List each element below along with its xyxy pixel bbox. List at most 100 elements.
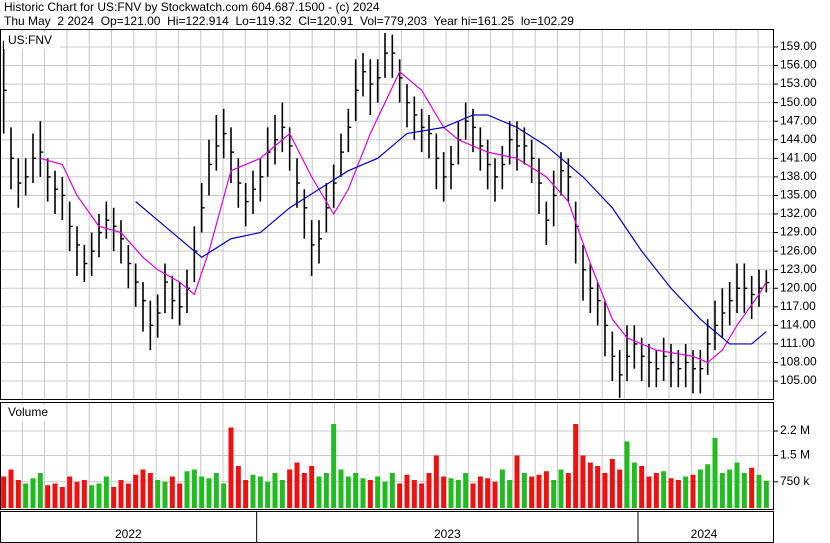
volume-bar (15, 480, 21, 508)
symbol-label: US:FNV (8, 33, 52, 47)
volume-bar (67, 476, 73, 508)
volume-bar (690, 474, 696, 508)
volume-bar (111, 487, 117, 508)
volume-bar (23, 483, 29, 508)
plot (1, 33, 770, 508)
volume-bar (463, 473, 469, 508)
volume-bar (235, 466, 241, 508)
volume-bar (375, 476, 381, 508)
y2-tick-label: 1.5 M (780, 448, 810, 462)
volume-bar (697, 469, 703, 508)
volume-bar (96, 483, 102, 508)
y-tick-label: 156.00 (780, 58, 817, 72)
volume-bar (558, 469, 564, 508)
volume-bar (162, 481, 168, 508)
volume-bar (45, 485, 51, 508)
chart-title: Historic Chart for US:FNV by Stockwatch.… (4, 0, 380, 14)
y-tick-label: 141.00 (780, 150, 817, 164)
volume-bar (103, 476, 109, 508)
y-tick-label: 135.00 (780, 188, 817, 202)
volume-bar (81, 480, 87, 508)
volume-bar (1, 476, 7, 508)
moving-average (135, 114, 767, 345)
volume-bar (301, 473, 307, 508)
volume-bar (411, 480, 417, 508)
y-tick-label: 111.00 (780, 336, 815, 350)
volume-bar (705, 464, 711, 508)
volume-bar (345, 476, 351, 508)
volume-bar (147, 473, 153, 508)
volume-bar (448, 478, 454, 508)
y-tick-label: 150.00 (780, 95, 817, 109)
label-bg (4, 405, 60, 421)
volume-bar (125, 483, 131, 508)
volume-bar (118, 480, 124, 508)
volume-bar (683, 476, 689, 508)
y-tick-label: 123.00 (780, 262, 817, 276)
volume-bar (272, 473, 278, 508)
volume-bar (455, 480, 461, 508)
volume-bar (257, 476, 263, 508)
volume-bar (360, 478, 366, 508)
y-tick-label: 120.00 (780, 280, 817, 294)
volume-bar (507, 480, 513, 508)
volume-bar (279, 480, 285, 508)
volume-bar (382, 481, 388, 508)
volume-bar (199, 476, 205, 508)
volume-bar (316, 476, 322, 508)
volume-bar (294, 462, 300, 508)
volume-bar (624, 441, 630, 508)
volume-bar (631, 462, 637, 508)
volume-bar (536, 474, 542, 508)
volume-bar (668, 478, 674, 508)
volume-bar (140, 469, 146, 508)
volume-bar (177, 483, 183, 508)
volume-bar (250, 474, 256, 508)
volume-bar (30, 478, 36, 508)
volume-bar (485, 478, 491, 508)
volume-bar (89, 485, 95, 508)
volume-bar (595, 466, 601, 508)
volume-bar (367, 480, 373, 508)
x-tick-label: 2023 (434, 527, 461, 541)
volume-bar (521, 473, 527, 508)
volume-bar (397, 483, 403, 508)
volume-bar (499, 469, 505, 508)
volume-bar (675, 480, 681, 508)
volume-label: Volume (8, 405, 48, 419)
y-tick-label: 108.00 (780, 355, 817, 369)
chart-subtitle: Thu May 2 2024 Op=121.00 Hi=122.914 Lo=1… (4, 14, 574, 28)
volume-bar (749, 467, 755, 508)
volume-bar (331, 424, 337, 508)
volume-bar (404, 474, 410, 508)
volume-bar (741, 473, 747, 508)
x-tick-label: 2022 (115, 527, 142, 541)
volume-bar (661, 471, 667, 508)
volume-bar (477, 476, 483, 508)
volume-bar (213, 473, 219, 508)
volume-bar (323, 473, 329, 508)
y-tick-label: 153.00 (780, 76, 817, 90)
y-tick-label: 129.00 (780, 225, 817, 239)
volume-bar (426, 473, 432, 508)
volume-bar (727, 469, 733, 508)
volume-bar (265, 481, 271, 508)
y2-tick-label: 750 k (780, 474, 810, 488)
volume-bar (191, 469, 197, 508)
volume-bar (602, 473, 608, 508)
volume-bar (338, 469, 344, 508)
volume-bar (587, 462, 593, 508)
y-tick-label: 159.00 (780, 39, 817, 53)
y-tick-label: 132.00 (780, 206, 817, 220)
volume-frame (0, 402, 774, 510)
y-tick-label: 114.00 (780, 318, 816, 332)
y2-tick-label: 2.2 M (780, 423, 810, 437)
volume-bar (309, 466, 315, 508)
volume-bar (169, 476, 175, 508)
volume-bar (492, 481, 498, 508)
volume-bar (646, 476, 652, 508)
volume-bar (543, 471, 549, 508)
y-tick-label: 138.00 (780, 169, 817, 183)
volume-bar (763, 480, 769, 508)
